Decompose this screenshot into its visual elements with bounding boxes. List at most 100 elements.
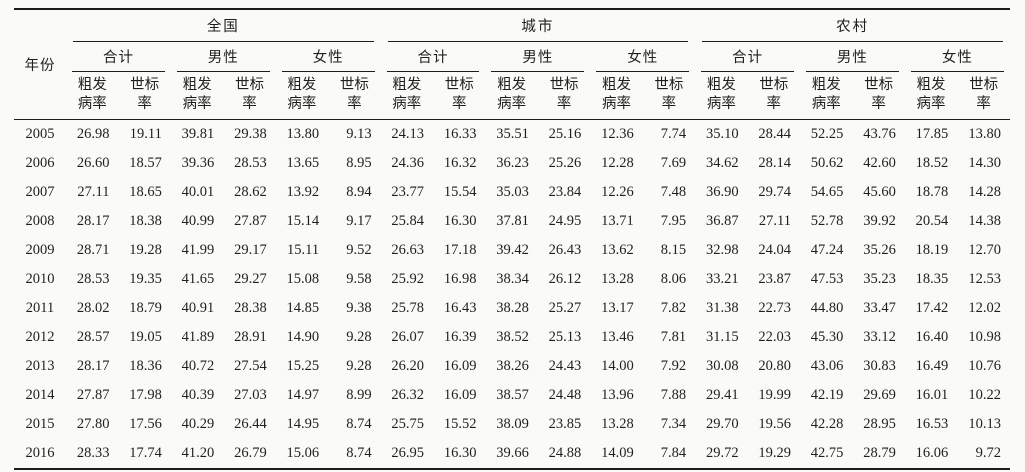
value-cell: 8.95: [346, 154, 372, 171]
value-cell: 10.98: [968, 328, 1001, 345]
value-cell: 16.39: [443, 328, 477, 345]
table-row: 2015 27.80 17.56 40.29 26.44 14.95 8.74 25.75 1…: [14, 410, 1010, 439]
value-cell: 47.53: [810, 270, 844, 287]
value-cell: 9.52: [346, 241, 372, 258]
value-cell: 27.87: [76, 386, 110, 403]
value-cell: 18.36: [129, 357, 162, 374]
value-cell: 23.77: [391, 183, 425, 200]
value-cell: 36.87: [705, 212, 739, 229]
value-cell: 8.99: [346, 386, 372, 403]
metric-header-crude-rate: 粗发 病率: [275, 72, 329, 120]
subgroup-label: 合计: [386, 42, 480, 72]
table-row: 2012 28.57 19.05 41.89 28.91 14.90 9.28 26.07 1…: [14, 323, 1010, 352]
value-cell: 12.36: [601, 125, 634, 142]
metric-header-standardized-rate: 世标 率: [223, 72, 276, 120]
value-cell: 7.88: [660, 386, 687, 403]
value-cell: 28.91: [234, 328, 267, 345]
value-cell: 26.79: [234, 444, 267, 461]
value-cell: 14.97: [286, 386, 320, 403]
value-cell: 40.72: [181, 357, 215, 374]
value-cell: 39.42: [496, 241, 529, 258]
value-cell: 14.28: [968, 183, 1001, 200]
table-row: 2016 28.33 17.74 41.20 26.79 15.06 8.74 26.95 1…: [14, 439, 1010, 469]
incidence-rate-table: 年份 全国 城市 农村 合计 男性 女性 合计 男性 女性 合计 男性 女性 粗…: [14, 8, 1010, 470]
metric-header-crude-rate: 粗发 病率: [66, 72, 119, 120]
value-cell: 15.25: [286, 357, 320, 374]
value-cell: 28.02: [76, 299, 110, 316]
value-cell: 35.26: [863, 241, 896, 258]
subgroup-header-row: 合计 男性 女性 合计 男性 女性 合计 男性 女性: [14, 42, 1010, 72]
value-cell: 7.69: [660, 154, 687, 171]
metric-header-standardized-rate: 世标 率: [537, 72, 591, 120]
value-cell: 14.90: [286, 328, 320, 345]
year-cell: 2006: [25, 154, 55, 171]
metric-header-crude-rate: 粗发 病率: [380, 72, 434, 120]
subgroup-label: 女性: [910, 42, 1004, 72]
value-cell: 29.41: [705, 386, 739, 403]
value-cell: 29.70: [705, 415, 739, 432]
value-cell: 32.98: [705, 241, 739, 258]
value-cell: 24.88: [548, 444, 582, 461]
value-cell: 26.63: [391, 241, 425, 258]
value-cell: 35.03: [496, 183, 529, 200]
metric-header-standardized-rate: 世标 率: [328, 72, 381, 120]
value-cell: 16.43: [443, 299, 477, 316]
value-cell: 27.80: [76, 415, 110, 432]
value-cell: 18.78: [915, 183, 949, 200]
metric-header-standardized-rate: 世标 率: [642, 72, 696, 120]
value-cell: 7.74: [660, 125, 687, 142]
value-cell: 16.32: [443, 154, 477, 171]
value-cell: 28.95: [863, 415, 896, 432]
value-cell: 7.48: [660, 183, 687, 200]
year-cell: 2014: [25, 386, 55, 403]
value-cell: 18.38: [129, 212, 162, 229]
value-cell: 8.74: [346, 444, 372, 461]
value-cell: 18.19: [915, 241, 949, 258]
value-cell: 25.26: [548, 154, 582, 171]
year-cell: 2012: [25, 328, 55, 345]
value-cell: 20.80: [758, 357, 791, 374]
value-cell: 27.11: [77, 183, 110, 200]
value-cell: 10.13: [968, 415, 1001, 432]
metric-header-standardized-rate: 世标 率: [433, 72, 486, 120]
metric-header-standardized-rate: 世标 率: [747, 72, 800, 120]
value-cell: 25.27: [548, 299, 582, 316]
value-cell: 15.52: [443, 415, 477, 432]
value-cell: 9.58: [346, 270, 372, 287]
value-cell: 20.54: [915, 212, 949, 229]
value-cell: 19.28: [129, 241, 162, 258]
value-cell: 7.84: [660, 444, 687, 461]
value-cell: 26.07: [391, 328, 425, 345]
group-header-national: 全国: [66, 9, 381, 42]
value-cell: 19.99: [758, 386, 791, 403]
value-cell: 45.30: [810, 328, 844, 345]
value-cell: 16.01: [915, 386, 949, 403]
value-cell: 38.52: [496, 328, 529, 345]
table-row: 2010 28.53 19.35 41.65 29.27 15.08 9.58 25.92 1…: [14, 265, 1010, 294]
value-cell: 40.01: [181, 183, 215, 200]
value-cell: 8.06: [660, 270, 687, 287]
value-cell: 19.11: [129, 125, 162, 142]
value-cell: 9.28: [346, 357, 372, 374]
value-cell: 16.09: [443, 357, 477, 374]
value-cell: 35.51: [496, 125, 529, 142]
year-column-header: 年份: [14, 9, 67, 120]
value-cell: 13.28: [601, 415, 634, 432]
value-cell: 16.33: [443, 125, 477, 142]
value-cell: 23.85: [548, 415, 582, 432]
value-cell: 26.32: [391, 386, 425, 403]
subgroup-header-rural-female: 女性: [905, 42, 1010, 72]
value-cell: 13.80: [286, 125, 320, 142]
value-cell: 30.08: [705, 357, 739, 374]
value-cell: 13.65: [286, 154, 320, 171]
subgroup-header-national-female: 女性: [276, 42, 381, 72]
value-cell: 13.92: [286, 183, 320, 200]
value-cell: 7.34: [660, 415, 687, 432]
value-cell: 28.38: [234, 299, 267, 316]
value-cell: 28.57: [76, 328, 110, 345]
value-cell: 7.81: [660, 328, 687, 345]
value-cell: 8.74: [346, 415, 372, 432]
value-cell: 14.95: [286, 415, 320, 432]
value-cell: 34.62: [705, 154, 739, 171]
value-cell: 12.70: [968, 241, 1001, 258]
